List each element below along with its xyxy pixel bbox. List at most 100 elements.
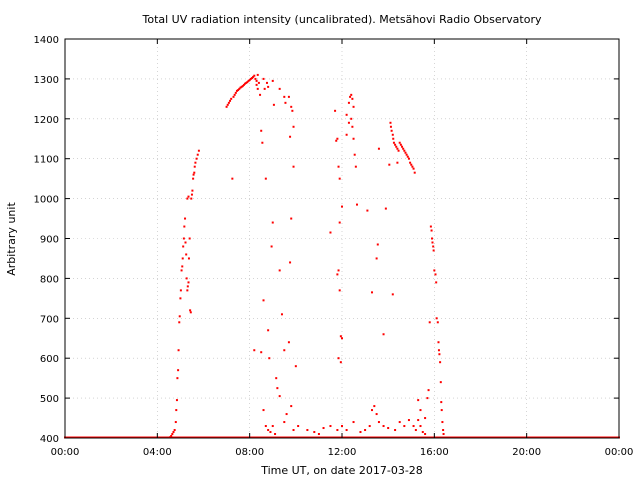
data-point <box>227 101 230 104</box>
data-point <box>232 95 235 98</box>
data-point <box>337 165 340 168</box>
data-point <box>237 89 240 92</box>
data-point <box>404 151 407 154</box>
data-point <box>411 165 414 168</box>
x-tick-label: 08:00 <box>235 447 264 458</box>
y-tick-label: 700 <box>40 314 59 325</box>
data-point <box>436 321 439 324</box>
data-point <box>435 317 438 320</box>
data-point <box>269 431 272 434</box>
data-point <box>182 237 185 240</box>
data-point <box>439 361 442 364</box>
data-point <box>391 133 394 136</box>
data-point <box>313 431 316 434</box>
data-point <box>267 329 270 332</box>
y-tick-label: 1300 <box>34 75 59 86</box>
data-point <box>350 93 353 96</box>
data-point <box>181 257 184 260</box>
data-point <box>433 269 436 272</box>
data-point <box>341 337 343 340</box>
data-point <box>336 137 339 140</box>
y-tick-label: 1400 <box>34 35 59 46</box>
data-point <box>197 149 200 152</box>
data-point <box>254 77 257 80</box>
data-point <box>398 141 401 144</box>
data-point <box>264 177 267 180</box>
y-tick-label: 500 <box>40 394 59 405</box>
data-point <box>256 87 259 90</box>
y-tick-label: 600 <box>40 354 59 365</box>
y-tick-label: 1000 <box>34 195 59 206</box>
data-point <box>350 117 353 120</box>
data-point <box>391 293 394 296</box>
data-point <box>284 101 287 104</box>
data-point <box>292 125 295 128</box>
data-point <box>394 143 397 146</box>
data-point <box>283 349 286 352</box>
data-point <box>375 413 378 416</box>
data-point <box>173 429 176 432</box>
data-point <box>185 277 188 280</box>
data-point <box>292 429 295 432</box>
data-point <box>428 321 431 324</box>
data-point <box>364 429 367 432</box>
data-point <box>276 387 279 390</box>
data-point <box>239 86 242 89</box>
data-point <box>177 369 180 372</box>
grid <box>65 39 619 438</box>
data-point <box>186 289 189 292</box>
data-point <box>196 153 199 156</box>
data-point <box>175 409 178 412</box>
data-point <box>442 433 445 436</box>
data-point <box>185 253 188 256</box>
data-point <box>435 281 438 284</box>
data-point <box>341 205 343 208</box>
data-point <box>396 161 399 164</box>
data-point <box>338 177 341 180</box>
data-point <box>246 81 249 84</box>
x-tick-label: 12:00 <box>328 447 357 458</box>
data-point <box>245 81 248 84</box>
data-point <box>382 425 385 428</box>
data-point <box>244 82 247 85</box>
data-point <box>272 103 275 106</box>
data-point <box>226 103 229 106</box>
data-point <box>262 299 265 302</box>
data-point <box>241 85 244 88</box>
data-point <box>352 421 355 424</box>
data-point <box>403 149 406 152</box>
data-point <box>225 105 228 108</box>
data-point <box>424 417 427 420</box>
data-point <box>292 165 295 168</box>
data-point <box>412 167 415 170</box>
data-point <box>179 297 182 300</box>
data-point <box>252 75 255 78</box>
data-point <box>347 121 350 124</box>
data-point <box>366 209 369 212</box>
data-point <box>322 427 325 430</box>
data-point <box>234 91 237 94</box>
data-point <box>354 165 357 168</box>
data-point <box>235 89 238 92</box>
data-point <box>345 429 348 432</box>
data-point <box>248 79 251 82</box>
data-point <box>177 349 180 352</box>
data-point <box>180 269 183 272</box>
data-point <box>349 95 352 98</box>
data-point <box>268 357 271 360</box>
data-point <box>260 129 263 132</box>
data-point <box>352 105 355 108</box>
x-tick-label: 04:00 <box>143 447 172 458</box>
data-point <box>339 335 342 338</box>
data-point <box>257 81 260 84</box>
data-point <box>407 419 410 422</box>
data-point <box>172 431 175 434</box>
data-point <box>176 377 179 380</box>
data-point <box>242 83 245 86</box>
data-point <box>306 429 309 432</box>
data-point <box>431 237 434 240</box>
data-point <box>289 135 292 138</box>
data-point <box>432 249 435 252</box>
data-point <box>373 405 376 408</box>
